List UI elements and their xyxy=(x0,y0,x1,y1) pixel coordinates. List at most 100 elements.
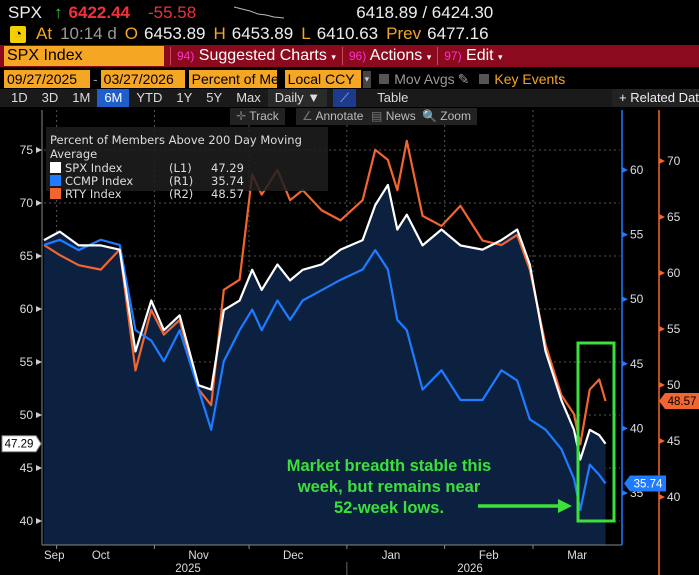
x-tick-label: Sep xyxy=(44,550,64,562)
start-date-input[interactable]: 09/27/2025 xyxy=(4,70,90,88)
y-tick-label: 40 xyxy=(20,514,34,528)
period-ytd[interactable]: YTD xyxy=(136,90,163,105)
zoom-icon: 🔍 xyxy=(422,109,437,123)
gauge-icon[interactable]: ◔ xyxy=(10,25,26,43)
r2-tick-label: 55 xyxy=(667,322,681,336)
sparkline-icon xyxy=(234,6,285,19)
low-value: 6410.63 xyxy=(316,24,379,43)
controls-row: 09/27/2025 - 03/27/2026 Percent of Me Lo… xyxy=(0,69,699,89)
key-events-checkbox[interactable] xyxy=(479,74,490,84)
tick-mark xyxy=(622,296,628,303)
x-tick-label: Nov xyxy=(188,550,209,562)
r2-tick-label: 40 xyxy=(667,490,681,504)
currency-dropdown-icon[interactable]: ▾ xyxy=(362,70,372,88)
date-separator: - xyxy=(93,71,98,87)
actions-menu[interactable]: 96) Actions ▾ xyxy=(341,47,437,65)
legend-swatch xyxy=(50,162,61,173)
tick-mark xyxy=(659,438,665,444)
at-label: At xyxy=(36,24,53,43)
legend-swatch xyxy=(50,188,61,199)
y-tick-label: 75 xyxy=(20,143,34,157)
tick-mark xyxy=(622,231,628,238)
bid-ask: 6418.89 / 6424.30 xyxy=(356,3,494,22)
period-bar: 1D 3D 1M 6M YTD 1Y 5Y Max Daily ▼ ⟋ Table + Related… xyxy=(0,89,699,107)
edit-menu[interactable]: 97) Edit ▾ xyxy=(437,47,508,65)
annotation-line: week, but remains near xyxy=(297,478,481,496)
currency-select[interactable]: Local CCY xyxy=(284,70,361,88)
period-1d[interactable]: 1D xyxy=(11,90,28,105)
security-input[interactable]: SPX Index xyxy=(4,46,164,66)
period-1y[interactable]: 1Y xyxy=(176,90,193,105)
frequency-select[interactable]: Daily ▼ xyxy=(267,89,328,107)
high-label: H xyxy=(213,24,226,43)
end-date-input[interactable]: 03/27/2026 xyxy=(100,70,185,88)
y-tick-label: 45 xyxy=(20,461,34,475)
svg-text:48.57: 48.57 xyxy=(668,396,697,408)
year-label: 2026 xyxy=(457,563,483,575)
tick-mark xyxy=(659,214,665,220)
ccmp-last-tag: 35.74 xyxy=(624,475,666,492)
period-max[interactable]: Max xyxy=(236,90,261,105)
y-tick-label: 60 xyxy=(20,302,34,316)
tick-mark xyxy=(659,158,665,164)
r2-tick-label: 70 xyxy=(667,154,681,168)
x-tick-label: Feb xyxy=(479,550,499,562)
r1-tick-label: 55 xyxy=(630,228,644,242)
period-5y[interactable]: 5Y xyxy=(206,90,223,105)
tick-mark xyxy=(36,147,42,153)
track-button[interactable]: ✛ Track xyxy=(230,108,285,125)
year-label: 2025 xyxy=(175,563,201,575)
period-6m[interactable]: 6M xyxy=(97,89,130,107)
pencil-icon[interactable]: ✎ xyxy=(457,70,470,87)
tick-mark xyxy=(659,326,665,332)
news-icon: ▤ xyxy=(371,109,383,123)
news-button[interactable]: ▤ News xyxy=(365,108,422,125)
x-tick-label: Jan xyxy=(382,550,401,562)
line-chart-icon[interactable]: ⟋ xyxy=(333,89,357,107)
svg-text:47.29: 47.29 xyxy=(5,439,34,451)
related-data-button[interactable]: + Related Data xyxy=(612,89,699,107)
quote-time: 10:14 d xyxy=(60,24,117,43)
table-button[interactable]: Table xyxy=(377,90,409,105)
quote-line: SPX ↑ 6422.44 -55.58 6418.89 / 6424.30 xyxy=(0,2,699,24)
net-change: -55.58 xyxy=(147,3,197,22)
open-value: 6453.89 xyxy=(144,24,206,43)
r1-tick-label: 50 xyxy=(630,292,644,306)
breadth-chart[interactable]: 4045505560657075354045505560404550556065… xyxy=(0,107,699,575)
arrow-head-icon xyxy=(558,499,572,513)
prev-label: Prev xyxy=(386,24,422,43)
tick-mark xyxy=(622,425,628,432)
x-tick-label: Mar xyxy=(567,550,587,562)
tick-mark xyxy=(36,200,42,206)
tick-mark xyxy=(36,412,42,418)
period-1m[interactable]: 1M xyxy=(72,90,91,105)
annotation-line: 52-week lows. xyxy=(333,499,445,517)
r1-tick-label: 40 xyxy=(630,421,644,435)
menu-bar: SPX Index 94) Suggested Charts ▾ 96) Act… xyxy=(0,45,699,67)
key-events-label: Key Events xyxy=(494,71,566,87)
annotation-line: Market breadth stable this xyxy=(286,457,492,475)
tick-mark xyxy=(622,490,628,496)
prev-value: 6477.16 xyxy=(427,24,489,43)
y-tick-label: 55 xyxy=(20,355,34,369)
suggested-charts-menu[interactable]: 94) Suggested Charts ▾ xyxy=(170,47,342,65)
annotation-text: Market breadth stable this week, but rem… xyxy=(258,456,520,519)
period-3d[interactable]: 3D xyxy=(41,90,59,105)
chart-legend: Percent of Members Above 200 Day Moving … xyxy=(46,127,328,201)
legend-swatch xyxy=(50,175,61,186)
y-tick-label: 70 xyxy=(20,196,34,210)
mov-avgs-checkbox[interactable] xyxy=(379,74,390,84)
x-tick-label: Dec xyxy=(283,550,304,562)
open-label: O xyxy=(124,24,139,43)
r1-tick-label: 45 xyxy=(630,357,644,371)
rty-last-tag: 48.57 xyxy=(659,393,699,410)
field-select[interactable]: Percent of Me xyxy=(188,70,277,88)
legend-item: CCMP Index (R1) 35.74 xyxy=(50,174,324,188)
legend-item: RTY Index (R2) 48.57 xyxy=(50,187,324,201)
low-label: L xyxy=(301,24,311,43)
annotate-icon: ∠ xyxy=(302,109,313,123)
zoom-button[interactable]: 🔍 Zoom xyxy=(416,108,477,125)
annotate-button[interactable]: ∠ Annotate xyxy=(296,108,370,125)
up-arrow-icon: ↑ xyxy=(54,3,63,22)
y-tick-label: 65 xyxy=(20,249,34,263)
